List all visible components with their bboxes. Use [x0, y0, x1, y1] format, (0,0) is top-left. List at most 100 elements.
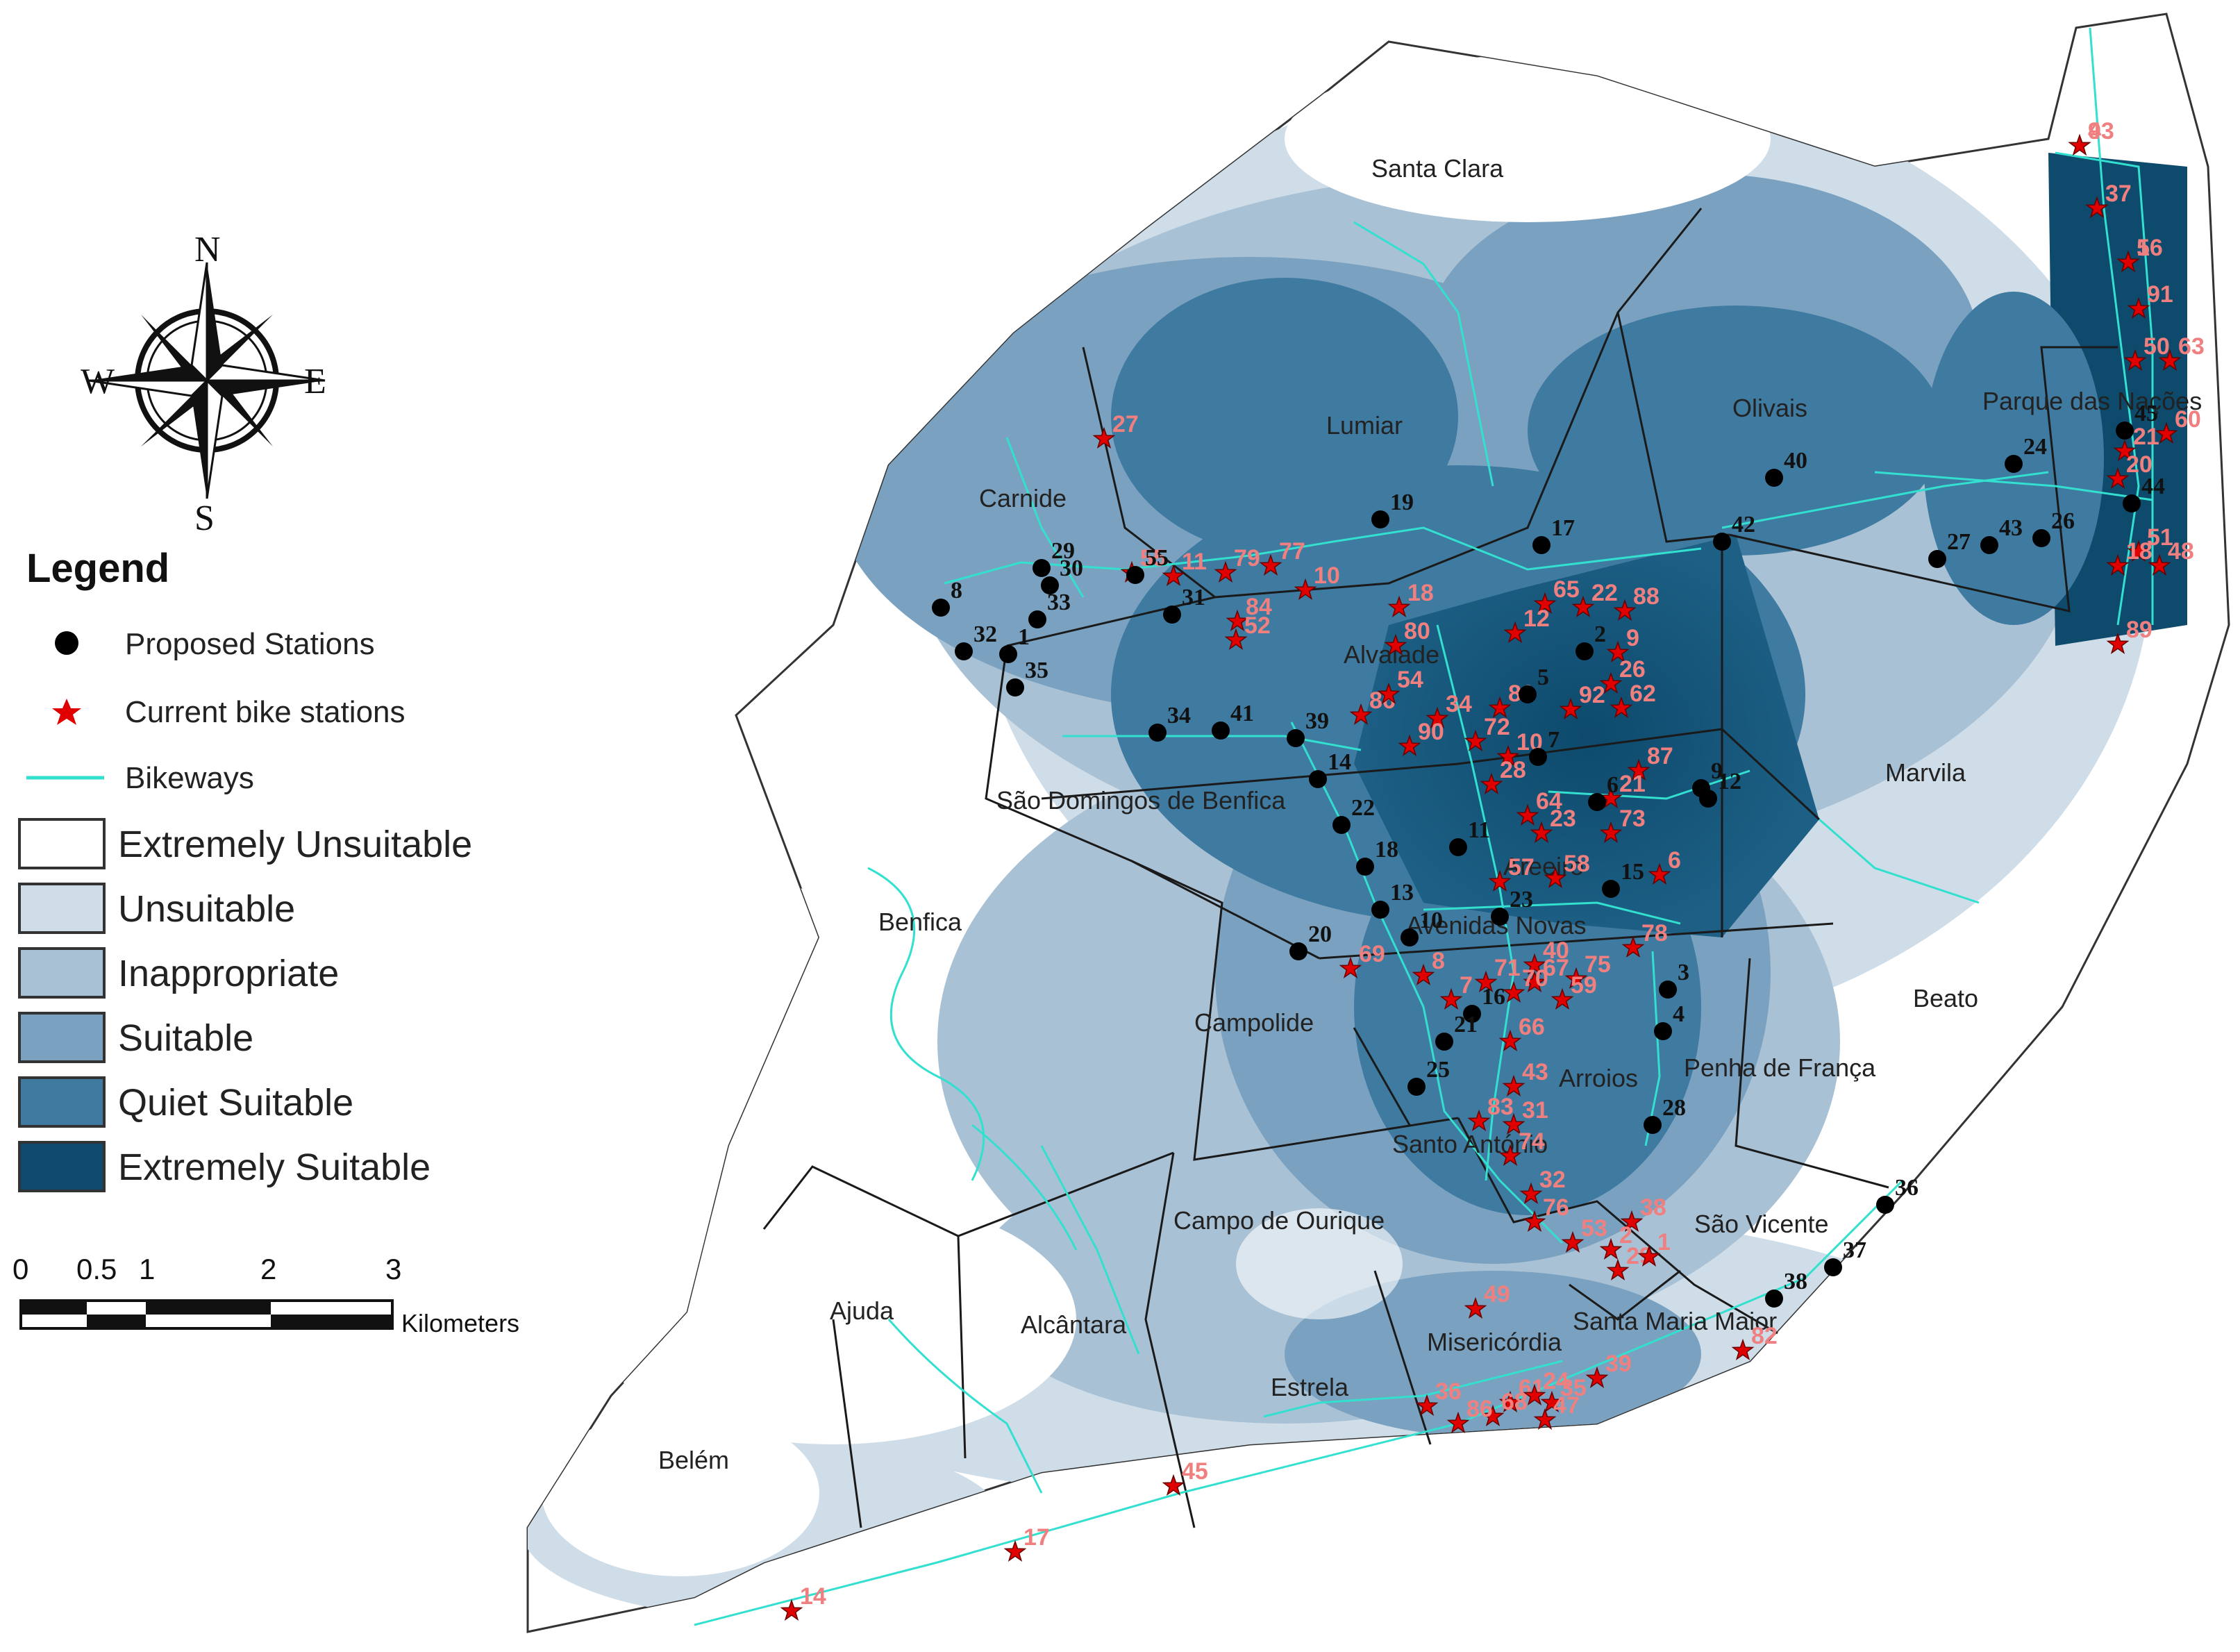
- current-station-label: 77: [1279, 538, 1305, 565]
- district-label: Lumiar: [1326, 411, 1403, 440]
- legend-proposed-label: Proposed Stations: [125, 627, 375, 661]
- current-station-label: 32: [1539, 1167, 1566, 1193]
- scale-unit: Kilometers: [401, 1309, 519, 1337]
- current-station-label: 64: [1536, 788, 1562, 815]
- current-station-label: 34: [1446, 691, 1472, 717]
- proposed-station-label: 26: [2051, 508, 2075, 534]
- legend-swatch: [18, 947, 106, 999]
- proposed-station-dot: [1602, 880, 1620, 898]
- current-station-label: 68: [1501, 1389, 1528, 1415]
- proposed-station-label: 32: [973, 621, 997, 647]
- scale-bar: 0 0.5 1 2 3 Kilometers: [12, 1253, 519, 1337]
- legend-classes: Extremely Unsuitable Unsuitable Inappropri…: [18, 818, 472, 1192]
- proposed-station-dot: [1644, 1116, 1662, 1134]
- current-station-label: 28: [1500, 757, 1526, 783]
- proposed-station-dot: [1529, 748, 1547, 766]
- current-station-star: [1613, 599, 1637, 621]
- current-station-star: [1498, 1029, 1522, 1051]
- current-station-star: [1162, 1474, 1185, 1496]
- current-station-star: [1259, 553, 1282, 576]
- legend-class-label: Extremely Unsuitable: [118, 824, 472, 865]
- bikeways: [694, 27, 2154, 1626]
- current-station-star: [1533, 1408, 1557, 1430]
- current-station-label: 2: [1619, 1222, 1632, 1249]
- current-station-label: 53: [1581, 1215, 1607, 1242]
- proposed-station-dot: [1876, 1196, 1894, 1214]
- current-station-label: 11: [1182, 549, 1207, 575]
- current-station-star: [1606, 1258, 1630, 1280]
- district-label: Marvila: [1885, 758, 1966, 787]
- current-station-label: 22: [1591, 580, 1618, 606]
- proposed-station-label: 22: [1351, 795, 1375, 821]
- black-dot-icon: [55, 631, 78, 655]
- current-station-label: 7: [1460, 972, 1473, 999]
- current-station-star: [2155, 422, 2178, 444]
- proposed-station-dot: [1309, 770, 1327, 788]
- current-station-label: 74: [1519, 1128, 1545, 1155]
- current-station-star: [1637, 1244, 1661, 1267]
- current-station-star: [1412, 963, 1435, 985]
- current-station-star: [1627, 758, 1650, 781]
- current-station-star: [1488, 696, 1512, 718]
- current-station-label: 24: [1543, 1368, 1569, 1394]
- current-station-star: [1349, 703, 1373, 725]
- proposed-station-dot: [1407, 1078, 1426, 1096]
- current-station-label: 66: [1519, 1014, 1545, 1040]
- current-station-label: 76: [1543, 1194, 1569, 1221]
- current-station-star: [2106, 467, 2130, 489]
- current-station-star: [1464, 1296, 1487, 1319]
- current-station-star: [1481, 1404, 1505, 1426]
- current-station-label: 12: [1523, 606, 1550, 632]
- current-station-label: 71: [1494, 955, 1521, 981]
- proposed-station-label: 19: [1390, 490, 1414, 515]
- current-station-star: [1502, 1074, 1526, 1096]
- proposed-station-dot: [1041, 576, 1059, 594]
- current-station-label: 43: [1522, 1059, 1548, 1085]
- current-station-star: [1467, 1109, 1491, 1131]
- legend-class-label: Quiet Suitable: [118, 1082, 353, 1124]
- current-station-label: 3: [2105, 181, 2118, 207]
- current-station-label: 47: [1553, 1392, 1580, 1419]
- current-station-star: [1599, 671, 1623, 694]
- proposed-station-dot: [1491, 908, 1509, 926]
- proposed-station-dot: [1148, 724, 1167, 742]
- current-station-star: [2127, 540, 2150, 562]
- district-label: Santa Maria Maior: [1573, 1307, 1777, 1335]
- proposed-station-dot: [1332, 816, 1351, 834]
- current-station-label: 49: [1484, 1281, 1510, 1308]
- proposed-station-label: 12: [1718, 769, 1741, 794]
- district-label: Beato: [1913, 984, 1978, 1012]
- current-station-star: [1610, 696, 1633, 718]
- current-station-label: 18: [2126, 538, 2153, 565]
- current-station-star: [1503, 621, 1527, 643]
- current-station-star: [1464, 729, 1487, 751]
- current-station-star: [1439, 987, 1463, 1010]
- current-station-label: 51: [2147, 524, 2173, 551]
- current-station-star: [1474, 970, 1498, 992]
- current-station-star: [1446, 1411, 1470, 1433]
- current-station-label: 5: [2137, 235, 2150, 261]
- current-station-label: 35: [1560, 1375, 1587, 1401]
- current-station-star: [1585, 1366, 1609, 1388]
- current-station-label: 88: [1633, 583, 1660, 610]
- proposed-station-dot: [1519, 685, 1537, 703]
- district-label: Alcântara: [1021, 1310, 1127, 1339]
- district-label: Ajuda: [830, 1296, 894, 1325]
- proposed-station-label: 35: [1025, 658, 1048, 683]
- current-station-star: [1498, 1390, 1522, 1412]
- proposed-station-dot: [1163, 606, 1181, 624]
- proposed-station-label: 40: [1784, 448, 1807, 474]
- district-label: Campo de Ourique: [1173, 1206, 1385, 1235]
- proposed-station-label: 28: [1662, 1095, 1686, 1121]
- proposed-station-label: 14: [1328, 749, 1351, 775]
- current-station-label: 6: [1668, 847, 1681, 874]
- proposed-station-label: 5: [1537, 665, 1549, 690]
- proposed-station-dot: [1371, 901, 1389, 919]
- current-station-star: [2148, 553, 2171, 576]
- district-label: Misericórdia: [1427, 1328, 1562, 1356]
- legend-swatch: [18, 1141, 106, 1192]
- current-station-star: [1564, 967, 1588, 989]
- current-station-label: 54: [1397, 667, 1423, 693]
- proposed-station-label: 42: [1732, 512, 1755, 537]
- district-label: Olivais: [1732, 394, 1807, 422]
